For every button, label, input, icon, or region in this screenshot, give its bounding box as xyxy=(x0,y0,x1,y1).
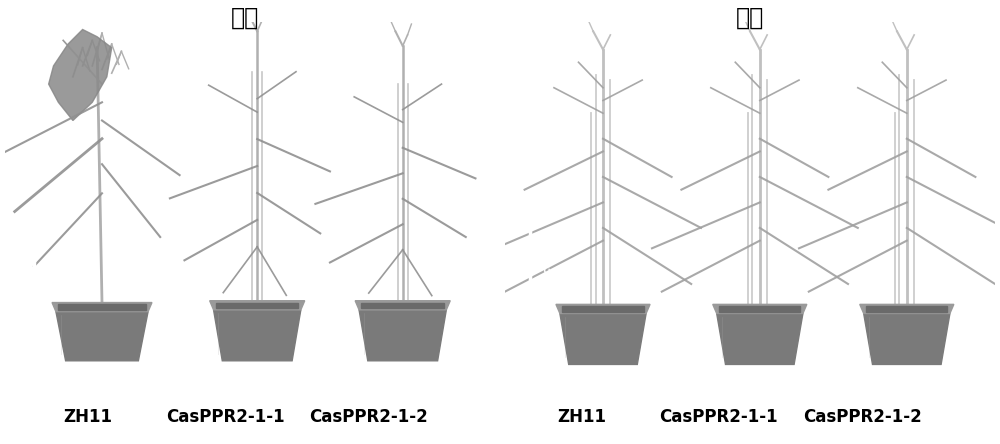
Text: CasPPR2-1-1: CasPPR2-1-1 xyxy=(659,408,777,426)
Polygon shape xyxy=(49,29,112,120)
Polygon shape xyxy=(216,302,298,308)
Polygon shape xyxy=(52,302,152,312)
Polygon shape xyxy=(214,310,301,361)
Polygon shape xyxy=(717,313,803,365)
Polygon shape xyxy=(556,305,650,313)
Polygon shape xyxy=(866,306,947,312)
Polygon shape xyxy=(713,305,807,313)
Polygon shape xyxy=(864,313,950,365)
Text: 10cm: 10cm xyxy=(542,253,552,286)
Polygon shape xyxy=(210,301,305,310)
Text: CasPPR2-1-1: CasPPR2-1-1 xyxy=(166,408,284,426)
Polygon shape xyxy=(359,310,446,361)
Text: ZH11: ZH11 xyxy=(64,408,112,426)
Polygon shape xyxy=(56,312,148,361)
Polygon shape xyxy=(860,305,954,313)
Polygon shape xyxy=(719,306,800,312)
Polygon shape xyxy=(355,301,450,310)
Text: CasPPR2-1-2: CasPPR2-1-2 xyxy=(309,408,427,426)
Polygon shape xyxy=(562,306,644,312)
Text: 高温: 高温 xyxy=(231,6,259,30)
Polygon shape xyxy=(58,305,146,310)
Text: 低温: 低温 xyxy=(736,6,764,30)
Text: CasPPR2-1-2: CasPPR2-1-2 xyxy=(803,408,921,426)
Text: 10cm: 10cm xyxy=(46,253,56,286)
Polygon shape xyxy=(361,302,444,308)
Text: ZH11: ZH11 xyxy=(558,408,606,426)
Polygon shape xyxy=(560,313,646,365)
